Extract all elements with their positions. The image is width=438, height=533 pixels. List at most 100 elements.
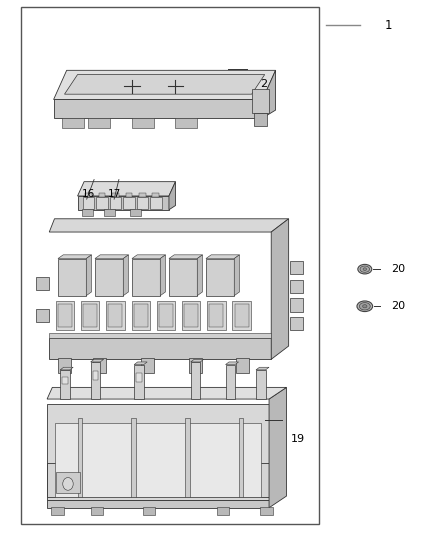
Text: 20: 20 <box>391 301 405 311</box>
Bar <box>131 301 150 330</box>
Polygon shape <box>132 255 166 259</box>
Bar <box>58 304 72 327</box>
Bar <box>252 89 269 113</box>
Bar <box>136 373 142 382</box>
Ellipse shape <box>363 305 367 308</box>
Bar <box>217 507 229 515</box>
Polygon shape <box>123 255 128 296</box>
Polygon shape <box>86 255 92 296</box>
Polygon shape <box>47 387 286 399</box>
Bar <box>110 197 121 209</box>
Polygon shape <box>78 196 169 210</box>
Ellipse shape <box>363 268 367 270</box>
Polygon shape <box>191 359 204 362</box>
Polygon shape <box>234 255 240 296</box>
Ellipse shape <box>358 264 372 274</box>
Bar <box>209 304 223 327</box>
Polygon shape <box>60 367 73 370</box>
Bar <box>56 301 74 330</box>
Bar <box>134 304 148 327</box>
Bar <box>152 193 159 197</box>
Bar <box>96 197 108 209</box>
Bar <box>132 259 160 296</box>
Polygon shape <box>132 118 154 127</box>
Polygon shape <box>62 118 84 127</box>
Bar <box>130 209 141 216</box>
Polygon shape <box>197 255 202 296</box>
Polygon shape <box>49 219 289 232</box>
Bar <box>126 193 132 197</box>
Bar <box>93 358 106 373</box>
Polygon shape <box>53 70 276 100</box>
Bar <box>137 197 148 209</box>
Polygon shape <box>206 255 240 259</box>
Circle shape <box>63 478 73 490</box>
Bar <box>51 507 64 515</box>
Polygon shape <box>78 182 176 196</box>
Bar <box>134 365 144 399</box>
Bar <box>95 259 123 296</box>
Bar <box>237 358 250 373</box>
Bar <box>226 365 235 399</box>
Polygon shape <box>269 387 286 508</box>
Bar <box>55 423 261 497</box>
Bar <box>290 261 303 274</box>
Polygon shape <box>271 219 289 359</box>
Bar <box>260 507 272 515</box>
Polygon shape <box>160 255 166 296</box>
Ellipse shape <box>360 266 370 272</box>
Text: 16: 16 <box>82 189 95 199</box>
Bar <box>290 298 303 312</box>
Bar <box>207 301 226 330</box>
Polygon shape <box>49 333 271 338</box>
Ellipse shape <box>359 303 370 310</box>
Bar <box>159 304 173 327</box>
Bar <box>141 358 154 373</box>
Bar <box>60 370 70 399</box>
Bar <box>157 301 175 330</box>
Bar <box>62 377 68 384</box>
Polygon shape <box>169 182 176 210</box>
Bar <box>191 362 200 399</box>
Bar <box>58 358 71 373</box>
Bar <box>235 304 249 327</box>
Polygon shape <box>64 75 265 94</box>
Polygon shape <box>88 118 110 127</box>
Bar <box>81 301 99 330</box>
Ellipse shape <box>357 301 373 312</box>
Polygon shape <box>36 277 49 290</box>
Bar <box>83 197 94 209</box>
Bar <box>109 304 122 327</box>
Bar <box>58 259 86 296</box>
Bar <box>92 371 98 381</box>
Polygon shape <box>47 405 269 500</box>
Bar <box>104 209 115 216</box>
Bar <box>106 301 124 330</box>
Bar <box>56 472 80 494</box>
Bar <box>233 301 251 330</box>
Bar <box>239 418 243 497</box>
Bar <box>185 418 190 497</box>
Bar <box>91 507 103 515</box>
Polygon shape <box>58 255 92 259</box>
Bar <box>131 418 136 497</box>
Bar <box>290 280 303 293</box>
Bar <box>182 301 200 330</box>
Text: 2: 2 <box>260 78 268 88</box>
Bar <box>91 362 100 399</box>
Bar <box>139 193 146 197</box>
Polygon shape <box>47 500 269 508</box>
Text: 17: 17 <box>108 189 121 199</box>
Bar <box>82 209 93 216</box>
Polygon shape <box>169 255 202 259</box>
Polygon shape <box>47 463 269 497</box>
Polygon shape <box>226 362 239 365</box>
Bar <box>188 358 201 373</box>
Bar <box>78 418 82 497</box>
Text: 1: 1 <box>385 19 392 32</box>
Bar <box>112 193 119 197</box>
Polygon shape <box>95 255 128 259</box>
Polygon shape <box>49 338 271 359</box>
Polygon shape <box>176 118 197 127</box>
Bar <box>290 317 303 330</box>
